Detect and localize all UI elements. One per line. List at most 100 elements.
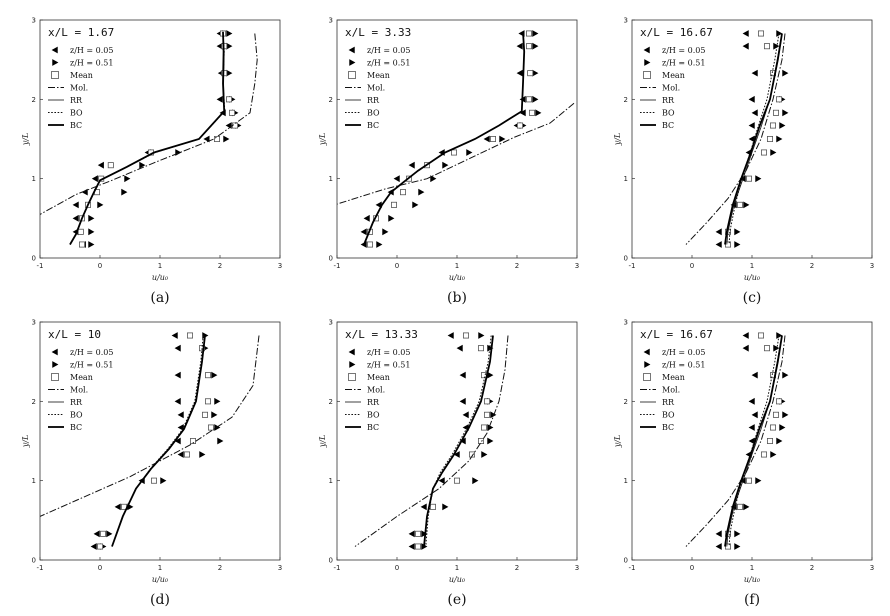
left-triangle-marker xyxy=(360,228,367,236)
mean-marker xyxy=(527,70,534,77)
legend-label: RR xyxy=(70,96,83,105)
mean-marker xyxy=(763,345,770,352)
x-tick-label: 1 xyxy=(750,262,754,270)
legend: x/L = 16.67 z/H = 0.05 z/H = 0.51 Mean Mol. R… xyxy=(637,326,713,436)
mean-marker xyxy=(450,149,457,156)
left-triangle-marker xyxy=(715,228,722,236)
y-tick-label: 2 xyxy=(624,398,628,406)
legend-marker xyxy=(349,59,356,66)
legend-label: Mol. xyxy=(70,84,88,93)
x-tick-label: 3 xyxy=(870,564,874,572)
legend-marker xyxy=(348,71,356,79)
legend-label: Mean xyxy=(662,71,685,80)
left-triangle-marker xyxy=(516,42,523,50)
legend-label: z/H = 0.51 xyxy=(662,59,706,68)
legend-label: BC xyxy=(662,121,674,130)
series-line-mol xyxy=(685,33,786,245)
series-line-mol xyxy=(40,335,260,517)
x-axis-label: u/u₀ xyxy=(744,273,761,282)
right-triangle-marker xyxy=(782,69,789,77)
y-axis-label: y/L xyxy=(318,435,327,449)
left-triangle-marker xyxy=(174,397,181,405)
mean-marker xyxy=(77,228,84,235)
legend-label: BC xyxy=(70,423,82,432)
right-triangle-marker xyxy=(782,371,789,379)
y-tick-label: 2 xyxy=(32,398,36,406)
right-triangle-marker xyxy=(478,332,485,339)
legend-marker xyxy=(643,46,650,54)
series-line-mol xyxy=(354,335,509,547)
legend-marker xyxy=(51,71,59,79)
x-tick-label: 0 xyxy=(690,564,694,572)
series-line-bo xyxy=(111,335,204,547)
y-tick-label: 1 xyxy=(624,477,628,485)
right-triangle-marker xyxy=(160,477,167,485)
left-triangle-marker xyxy=(438,477,445,485)
x-tick-label: 1 xyxy=(158,262,162,270)
legend-marker xyxy=(348,373,356,381)
mean-marker xyxy=(737,201,744,208)
right-triangle-marker xyxy=(466,149,473,156)
mean-marker xyxy=(79,241,86,248)
mean-marker xyxy=(760,149,767,156)
right-triangle-marker xyxy=(734,543,741,550)
mean-marker xyxy=(737,503,744,510)
right-triangle-marker xyxy=(223,135,230,143)
right-triangle-marker xyxy=(202,332,209,339)
right-triangle-marker xyxy=(734,241,741,248)
legend-label: Mol. xyxy=(662,84,680,93)
y-tick-label: 0 xyxy=(329,557,333,565)
left-triangle-marker xyxy=(114,503,121,511)
legend-background xyxy=(45,326,119,436)
mean-marker xyxy=(757,332,764,339)
legend-marker xyxy=(348,348,355,356)
mean-marker xyxy=(760,451,767,458)
series-line-bc xyxy=(724,33,783,245)
legend-marker xyxy=(643,71,651,79)
x-tick-label: 3 xyxy=(575,564,579,572)
panel-caption: (d) xyxy=(150,592,170,608)
legend-label: Mean xyxy=(70,373,93,382)
x-tick-label: -1 xyxy=(629,262,636,270)
left-triangle-marker xyxy=(462,411,469,419)
legend-background xyxy=(45,24,119,134)
mean-marker xyxy=(525,43,532,50)
left-triangle-marker xyxy=(751,109,758,117)
legend-label: BO xyxy=(70,109,83,118)
left-triangle-marker xyxy=(174,371,181,379)
x-axis-label: u/u₀ xyxy=(449,575,466,584)
mean-marker xyxy=(763,43,770,50)
y-tick-label: 3 xyxy=(329,319,333,327)
right-triangle-marker xyxy=(532,30,539,37)
legend-marker xyxy=(51,348,58,356)
left-triangle-marker xyxy=(72,214,79,222)
legend: x/L = 16.67 z/H = 0.05 z/H = 0.51 Mean Mol. R… xyxy=(637,24,713,134)
mean-marker xyxy=(400,189,407,196)
y-axis-label: y/L xyxy=(21,133,30,147)
legend-label: RR xyxy=(367,398,380,407)
right-triangle-marker xyxy=(442,161,449,169)
right-triangle-marker xyxy=(532,95,539,103)
right-triangle-marker xyxy=(97,201,104,209)
legend-label: z/H = 0.05 xyxy=(662,348,706,357)
panel-caption: (e) xyxy=(447,592,466,608)
legend-label: BC xyxy=(367,121,379,130)
y-tick-label: 1 xyxy=(624,175,628,183)
legend-label: z/H = 0.51 xyxy=(70,59,114,68)
legend-label: z/H = 0.51 xyxy=(367,361,411,370)
legend-marker xyxy=(644,59,651,66)
right-triangle-marker xyxy=(199,451,206,458)
legend-title: x/L = 3.33 xyxy=(345,26,411,39)
mean-marker xyxy=(725,543,732,550)
y-tick-label: 1 xyxy=(329,175,333,183)
mean-marker xyxy=(745,175,752,182)
x-tick-label: 2 xyxy=(515,262,519,270)
legend: x/L = 10 z/H = 0.05 z/H = 0.51 Mean Mol. RR BO… xyxy=(45,326,119,436)
mean-marker xyxy=(415,530,422,537)
legend-marker xyxy=(348,46,355,54)
x-tick-label: -1 xyxy=(334,564,341,572)
legend-title: x/L = 1.67 xyxy=(48,26,114,39)
